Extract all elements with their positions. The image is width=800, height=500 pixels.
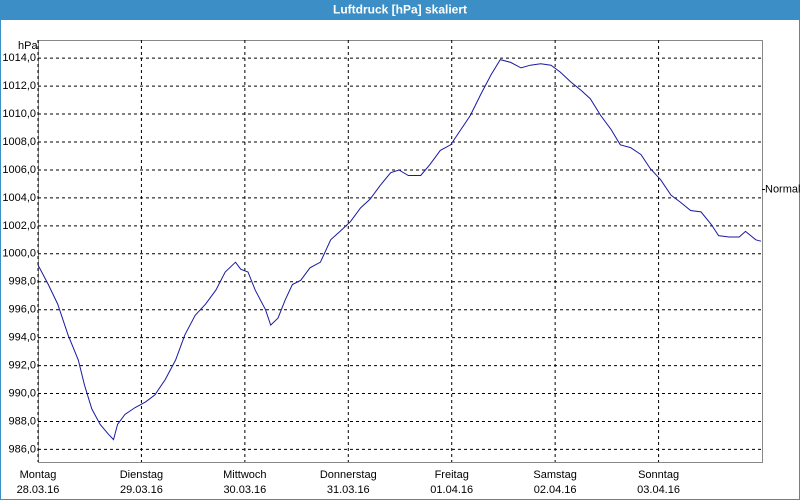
annotation-label: Normal (765, 183, 800, 195)
y-tick-label: 1008,0 (2, 136, 36, 148)
x-tick-label: Samstag (533, 469, 576, 481)
y-tick-label: 996,0 (8, 304, 36, 316)
y-tick-label: 994,0 (8, 332, 36, 344)
y-tick-label: 998,0 (8, 276, 36, 288)
y-tick-label: 990,0 (8, 387, 36, 399)
x-tick-label: Donnerstag (320, 469, 377, 481)
x-tick-sublabel: 01.04.16 (430, 484, 473, 496)
chart-title: Luftdruck [hPa] skaliert (333, 3, 467, 17)
data-line (37, 59, 762, 441)
y-tick-label: 988,0 (8, 415, 36, 427)
y-tick-label: 986,0 (8, 443, 36, 455)
x-tick-sublabel: 30.03.16 (223, 484, 266, 496)
x-tick-label: Mittwoch (223, 469, 266, 481)
x-tick-sublabel: 02.04.16 (534, 484, 577, 496)
y-tick-label: 1000,0 (2, 248, 36, 260)
y-tick-label: 992,0 (8, 359, 36, 371)
x-tick-label: Freitag (435, 469, 469, 481)
y-tick-label: 1014,0 (2, 52, 36, 64)
y-tick-label: 1006,0 (2, 164, 36, 176)
y-tick-label: 1012,0 (2, 80, 36, 92)
x-tick-sublabel: 28.03.16 (17, 484, 60, 496)
x-tick-sublabel: 03.04.16 (637, 484, 680, 496)
y-tick-label: 1004,0 (2, 192, 36, 204)
x-tick-label: Montag (20, 469, 57, 481)
x-tick-label: Dienstag (120, 469, 163, 481)
y-tick-label: 1010,0 (2, 108, 36, 120)
y-tick-label: 1002,0 (2, 220, 36, 232)
x-tick-sublabel: 29.03.16 (120, 484, 163, 496)
x-tick-label: Sonntag (638, 469, 679, 481)
x-tick-sublabel: 31.03.16 (327, 484, 370, 496)
y-axis-label: hPa (18, 40, 38, 52)
title-bar (0, 0, 800, 20)
